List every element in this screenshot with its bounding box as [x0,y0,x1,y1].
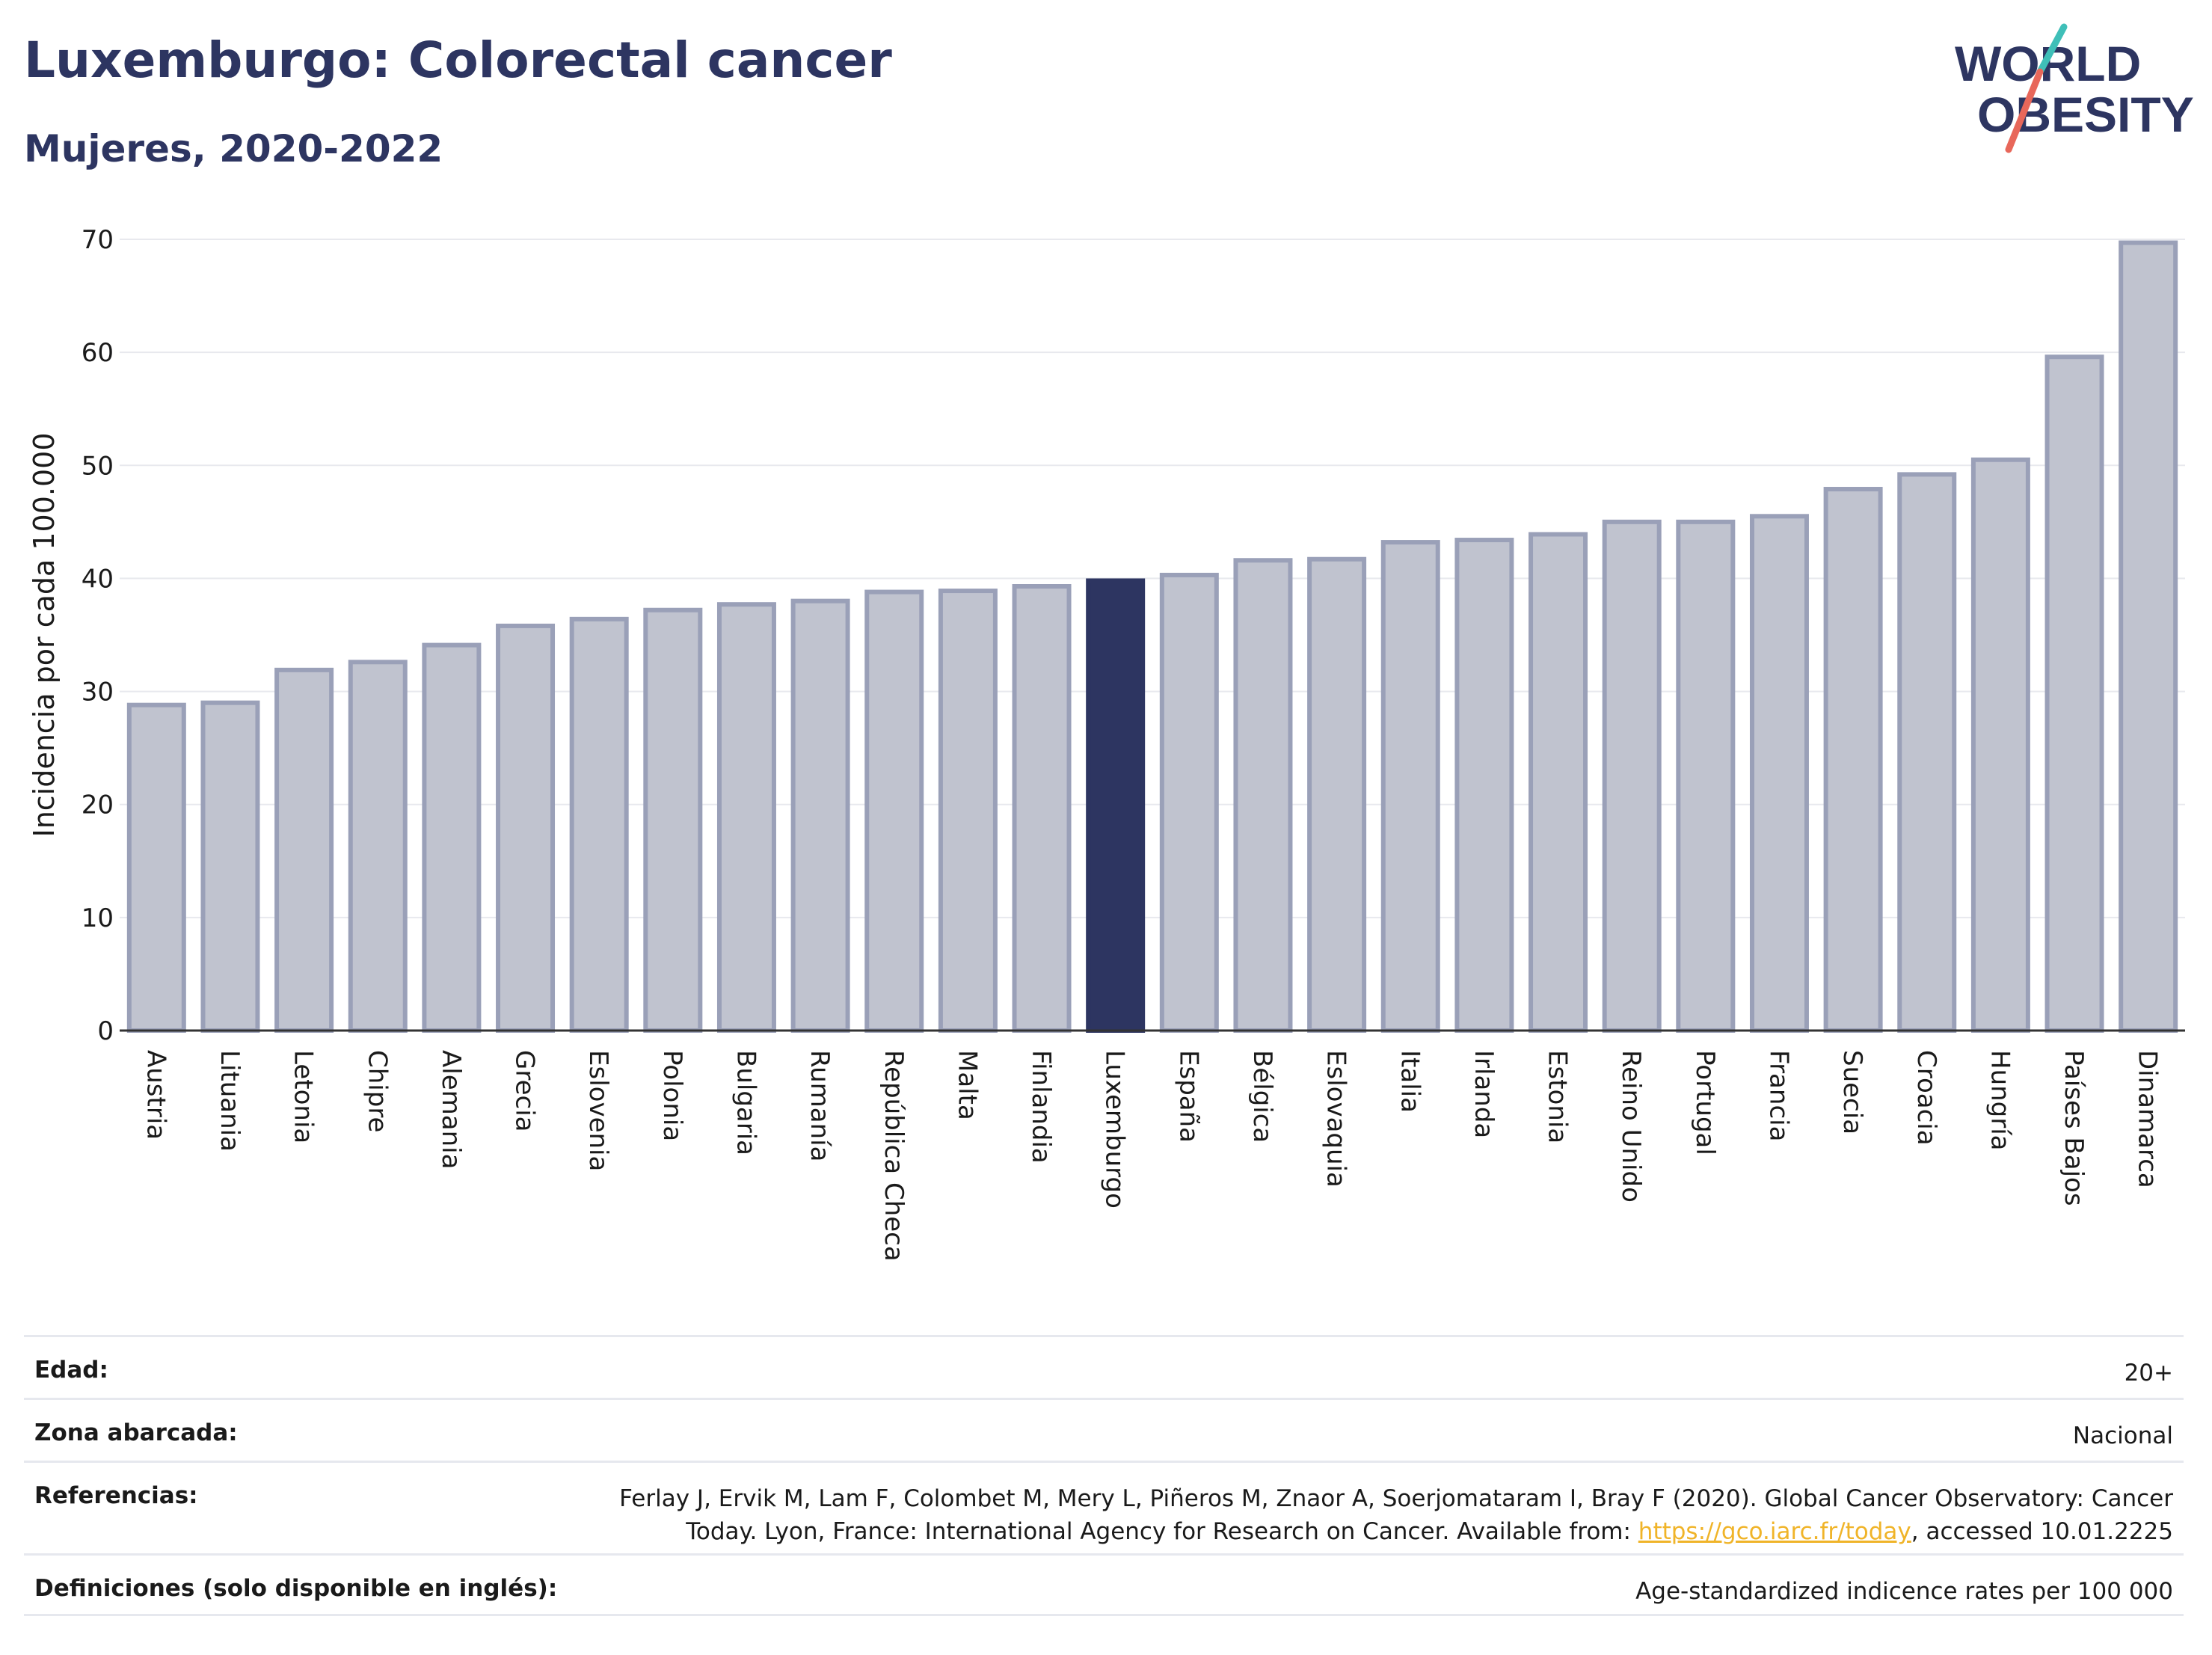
y-tick-label: 70 [82,225,114,255]
x-tick-label: Croacia [1911,1050,1941,1146]
x-tick-label: España [1173,1050,1203,1143]
age-label: Edad: [34,1357,108,1384]
y-axis-title: Incidencia por cada 100.000 [28,432,61,837]
bar [274,667,334,1034]
bar [1159,572,1219,1033]
bar [1602,519,1662,1033]
bar-highlight [1086,578,1146,1033]
x-tick-label: Dinamarca [2133,1050,2163,1188]
references-accessed: , accessed 10.01.2225 [1911,1518,2173,1545]
world-obesity-logo: WORLD OBESITY [1955,23,2194,153]
y-tick-label: 10 [82,903,114,933]
bar [1676,519,1736,1033]
bar [1529,532,1588,1033]
x-tick-label: Polonia [657,1050,687,1141]
definitions-label: Definiciones (solo disponible en inglés)… [34,1575,558,1602]
x-tick-label: Austria [141,1050,170,1140]
x-tick-label: Bélgica [1247,1050,1277,1143]
references-label: Referencias: [34,1482,198,1509]
x-tick-label: Estonia [1543,1050,1573,1143]
y-tick-label: 40 [82,564,114,594]
bar [1970,457,2030,1033]
x-tick-label: Reino Unido [1616,1050,1646,1203]
meta-row-age: Edad: 20+ [24,1335,2184,1398]
x-tick-label: Eslovenia [583,1050,613,1171]
bar [569,616,629,1033]
meta-row-zone: Zona abarcada: Nacional [24,1398,2184,1461]
references-text: Ferlay J, Ervik M, Lam F, Colombet M, Me… [619,1485,2173,1545]
chart-subtitle: Mujeres, 2020-2022 [24,127,443,171]
x-tick-label: Finlandia [1026,1050,1056,1164]
references-value: Ferlay J, Ervik M, Lam F, Colombet M, Me… [558,1482,2173,1548]
bar [348,660,408,1033]
bar [790,598,850,1033]
bar [200,700,260,1034]
bar [126,702,186,1033]
bar [1380,540,1440,1033]
logo-slash-teal [2036,23,2068,76]
bar [496,623,556,1033]
x-tick-label: Alemania [436,1050,466,1169]
x-tick-label: Suecia [1837,1050,1867,1134]
zone-label: Zona abarcada: [34,1419,238,1446]
bar [1823,487,1883,1033]
x-tick-label: Malta [952,1050,982,1120]
bar [1307,556,1367,1033]
bar [864,589,924,1033]
bar [938,589,998,1033]
y-tick-label: 20 [82,790,114,820]
x-tick-label: Luxemburgo [1100,1050,1130,1209]
logo-slash-red [2005,68,2044,153]
x-tick-label: Chipre [362,1050,392,1132]
definitions-value: Age-standardized indicence rates per 100… [1635,1578,2173,1605]
x-tick-label: Letonia [289,1050,319,1143]
y-tick-label: 50 [82,451,114,481]
bar [643,607,703,1033]
meta-row-references: Referencias: Ferlay J, Ervik M, Lam F, C… [24,1461,2184,1553]
bar [1012,584,1072,1033]
x-tick-label: Bulgaria [731,1050,761,1155]
x-tick-label: República Checa [879,1050,909,1262]
meta-row-definitions: Definiciones (solo disponible en inglés)… [24,1553,2184,1616]
x-tick-label: Francia [1763,1050,1793,1141]
y-tick-label: 60 [82,338,114,368]
y-tick-label: 0 [97,1016,114,1046]
y-tick-label: 30 [82,678,114,707]
x-tick-label: Irlanda [1469,1050,1499,1138]
x-tick-label: Lituania [215,1050,245,1152]
bar [422,642,482,1033]
bar [1749,514,1809,1033]
bar [1897,472,1957,1033]
x-tick-label: Países Bajos [2059,1050,2089,1206]
bar [2044,354,2104,1033]
metadata-table: Edad: 20+ Zona abarcada: Nacional Refere… [24,1335,2184,1616]
x-tick-label: Italia [1395,1050,1425,1113]
bar [1233,558,1293,1033]
bar [1454,538,1514,1033]
x-tick-label: Hungría [1985,1050,2015,1151]
bar [716,602,776,1033]
bar-chart: 0 10 20 30 40 50 60 70 Incidencia por cada 100.0… [28,225,2185,1262]
zone-value: Nacional [2072,1422,2173,1449]
chart-title: Luxemburgo: Colorectal cancer [24,31,892,89]
x-tick-label: Eslovaquia [1321,1050,1351,1188]
x-tick-label: Portugal [1690,1050,1720,1155]
x-tick-label: Grecia [510,1050,540,1132]
references-link[interactable]: https://gco.iarc.fr/today [1638,1518,1911,1545]
x-tick-label: Rumanía [805,1050,835,1161]
bar [2119,240,2178,1033]
age-value: 20+ [2124,1360,2173,1387]
